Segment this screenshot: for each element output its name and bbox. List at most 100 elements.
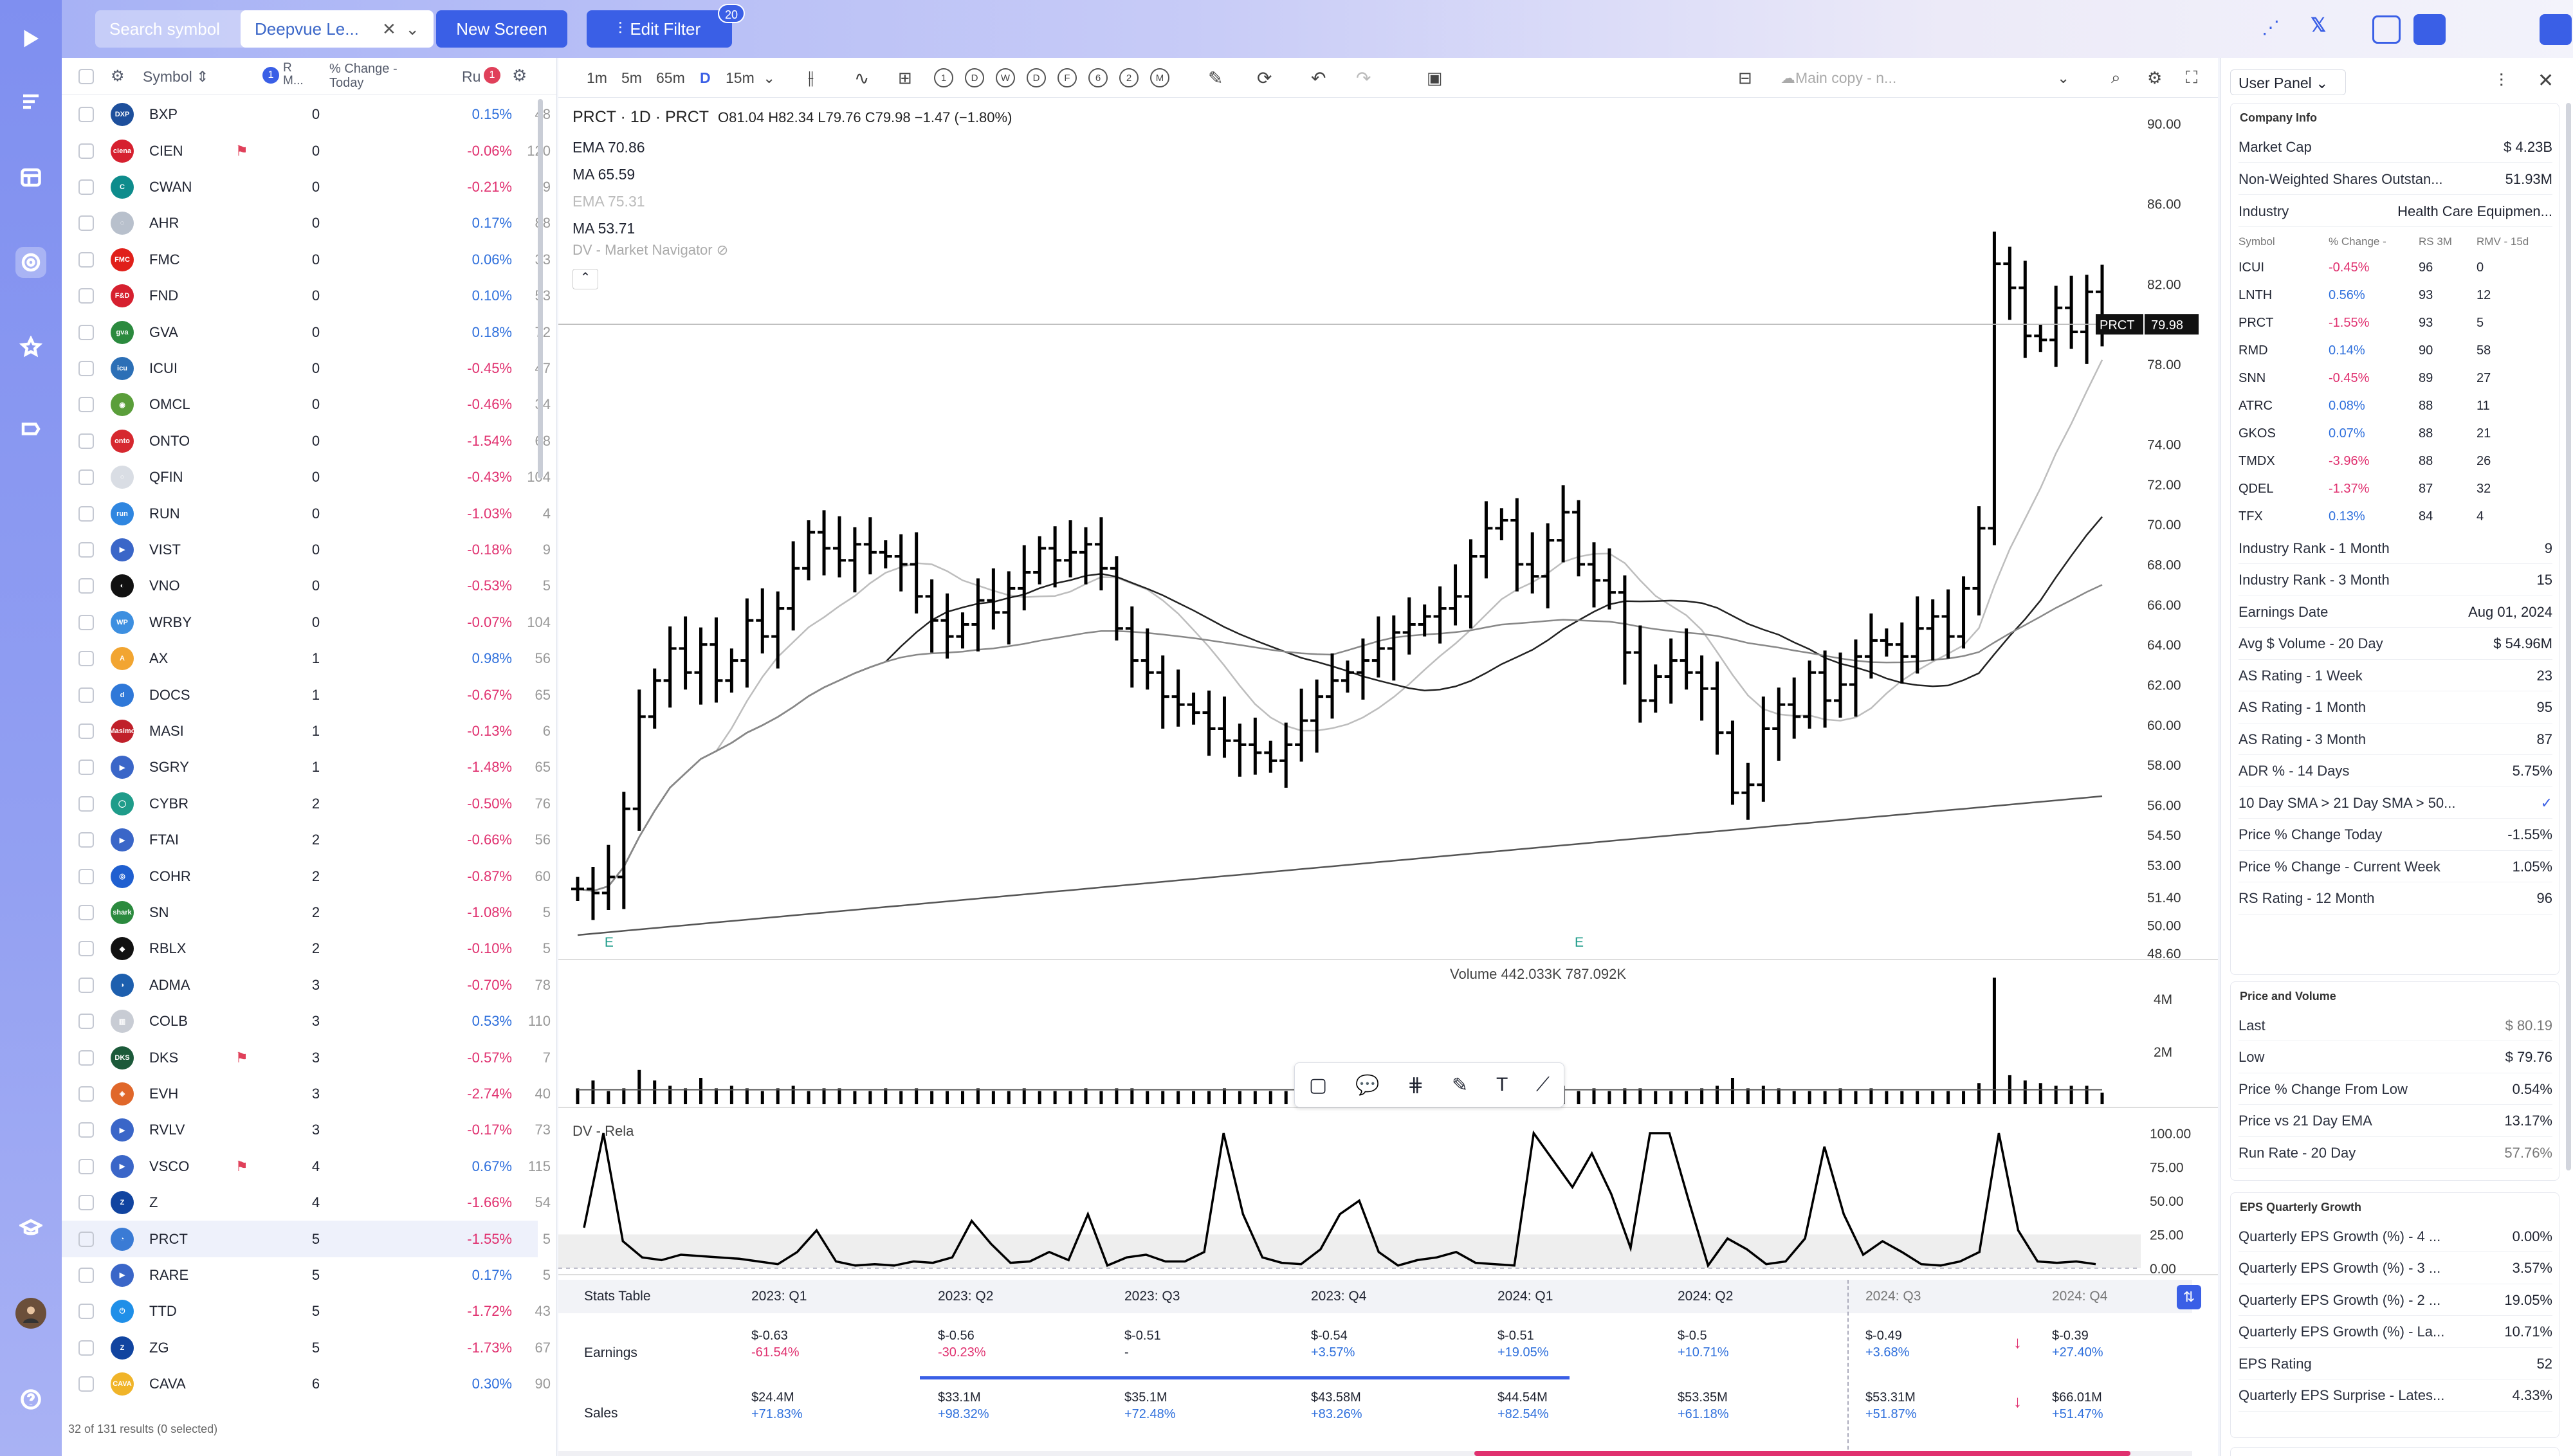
industry-row[interactable]: Industry Health Care Equipmen...	[2239, 196, 2552, 227]
peer-row[interactable]: ATRC 0.08% 88 11	[2239, 392, 2552, 419]
row-symbol[interactable]: WRBY	[149, 614, 192, 630]
search-input[interactable]: Search symbol	[95, 10, 259, 48]
indicator-ma[interactable]: MA 53.71	[572, 215, 645, 242]
row-checkbox[interactable]	[78, 1267, 94, 1283]
row-symbol[interactable]: ONTO	[149, 432, 190, 449]
row-checkbox[interactable]	[78, 215, 94, 232]
list-item[interactable]: ▶ VSCO ⚑ 4 0.67% 115	[62, 1149, 551, 1185]
interval-1m[interactable]: 1m	[587, 69, 607, 86]
text-tool-icon[interactable]: T	[1496, 1074, 1508, 1095]
list-item[interactable]: shark SN 2 -1.08% 5	[62, 895, 551, 931]
list-item[interactable]: Z Z 4 -1.66% 54	[62, 1185, 551, 1221]
row-symbol[interactable]: Z	[149, 1194, 158, 1211]
row-symbol[interactable]: SN	[149, 904, 169, 920]
row-symbol[interactable]: TTD	[149, 1303, 177, 1320]
bar-type-icon[interactable]: ⫲	[808, 67, 814, 87]
list-item[interactable]: ▶ RVLV 3 -0.17% 73	[62, 1112, 551, 1148]
row-checkbox[interactable]	[78, 1376, 94, 1392]
range-button[interactable]: 2	[1119, 68, 1139, 87]
list-item[interactable]: CAVA CAVA 6 0.30% 90	[62, 1366, 551, 1402]
layout-name-select[interactable]: ☁ Main copy - n...	[1781, 68, 1896, 87]
list-item[interactable]: ▶ FTAI 2 -0.66% 56	[62, 822, 551, 858]
close-panel-icon[interactable]: ✕	[2538, 70, 2554, 91]
indicator-ema[interactable]: EMA 75.31	[572, 188, 645, 215]
list-item[interactable]: run RUN 0 -1.03% 4	[62, 495, 551, 531]
new-screen-button[interactable]: New Screen	[436, 10, 567, 48]
select-all-checkbox[interactable]	[78, 69, 94, 84]
column-settings-icon[interactable]: ⚙	[512, 66, 527, 85]
panel-scrollbar[interactable]	[2566, 103, 2571, 1170]
row-checkbox[interactable]	[78, 977, 94, 993]
row-checkbox[interactable]	[78, 505, 94, 522]
row-checkbox[interactable]	[78, 541, 94, 558]
row-symbol[interactable]: ICUI	[149, 359, 178, 376]
row-checkbox[interactable]	[78, 1195, 94, 1211]
run-column-header[interactable]: Ru	[462, 68, 481, 85]
star-icon[interactable]	[15, 332, 46, 363]
undo-icon[interactable]: ↶	[1311, 68, 1326, 88]
list-item[interactable]: ◔ PRCT 5 -1.55% 5	[62, 1221, 551, 1257]
peer-row[interactable]: QDEL -1.37% 87 32	[2239, 475, 2552, 502]
row-symbol[interactable]: EVH	[149, 1085, 179, 1102]
row-symbol[interactable]: RVLV	[149, 1122, 185, 1138]
row-checkbox[interactable]	[78, 143, 94, 159]
row-checkbox[interactable]	[78, 614, 94, 630]
flag-icon[interactable]: ⚑	[235, 142, 248, 159]
row-symbol[interactable]: FMC	[149, 251, 180, 268]
zoom-icon[interactable]: ⌕	[2111, 68, 2121, 87]
peer-row[interactable]: TFX 0.13% 84 4	[2239, 503, 2552, 530]
row-checkbox[interactable]	[78, 723, 94, 739]
row-checkbox[interactable]	[78, 651, 94, 667]
peer-row[interactable]: LNTH 0.56% 93 12	[2239, 282, 2552, 309]
interval-15m[interactable]: 15m	[726, 69, 755, 86]
row-symbol[interactable]: RARE	[149, 1266, 189, 1283]
list-item[interactable]: ▥ COLB 3 0.53% 110	[62, 1003, 551, 1039]
list-item[interactable]: ◎ COHR 2 -0.87% 60	[62, 858, 551, 894]
settings-gear-icon[interactable]: ⚙	[111, 68, 125, 85]
row-checkbox[interactable]	[78, 868, 94, 884]
redo-icon[interactable]: ↷	[1356, 68, 1371, 88]
avatar[interactable]	[15, 1298, 46, 1329]
list-item[interactable]: A AX 1 0.98% 56	[62, 641, 551, 677]
peer-row[interactable]: GKOS 0.07% 88 21	[2239, 420, 2552, 447]
row-symbol[interactable]: VNO	[149, 578, 180, 594]
list-item[interactable]: C CWAN 0 -0.21% 9	[62, 169, 551, 205]
row-checkbox[interactable]	[78, 324, 94, 340]
collapse-legend-button[interactable]: ⌃	[572, 269, 598, 289]
close-icon[interactable]: ✕ ⌄	[381, 19, 419, 39]
row-symbol[interactable]: PRCT	[149, 1230, 188, 1247]
row-checkbox[interactable]	[78, 796, 94, 812]
row-symbol[interactable]: GVA	[149, 323, 178, 340]
logo-play-icon[interactable]	[15, 23, 46, 54]
list-item[interactable]: DKS DKS ⚑ 3 -0.57% 7	[62, 1039, 551, 1075]
rect-tool-icon[interactable]: ▢	[1308, 1074, 1328, 1096]
row-symbol[interactable]: CAVA	[149, 1376, 186, 1392]
row-checkbox[interactable]	[78, 1086, 94, 1102]
draw-pencil-icon[interactable]: ✎	[1208, 68, 1223, 88]
range-button[interactable]: 1	[934, 68, 953, 87]
row-symbol[interactable]: VSCO	[149, 1158, 190, 1174]
row-checkbox[interactable]	[78, 179, 94, 195]
edit-filter-button[interactable]: ⫶ Edit Filter	[587, 10, 732, 48]
list-item[interactable]: 4FOUR6-1.54%6	[62, 1402, 538, 1408]
row-symbol[interactable]: CWAN	[149, 178, 192, 195]
peer-row[interactable]: ICUI -0.45% 96 0	[2239, 254, 2552, 281]
row-checkbox[interactable]	[78, 433, 94, 449]
interval-dropdown-icon[interactable]: ⌄	[763, 69, 776, 86]
row-symbol[interactable]: DOCS	[149, 686, 190, 703]
x-social-icon[interactable]: 𝕏	[2311, 15, 2327, 36]
row-symbol[interactable]: CIEN	[149, 142, 183, 159]
stats-scroll-track[interactable]	[558, 1451, 2192, 1456]
list-item[interactable]: ▶ SGRY 1 -1.48% 65	[62, 749, 551, 785]
help-icon[interactable]	[15, 1384, 46, 1415]
layout-dropdown-icon[interactable]: ⌄	[2057, 69, 2070, 86]
calendar-icon[interactable]: ▣	[1427, 68, 1443, 87]
row-symbol[interactable]: FND	[149, 287, 179, 304]
compare-view-icon[interactable]	[2413, 14, 2446, 45]
row-symbol[interactable]: RUN	[149, 505, 180, 522]
indicator-ema[interactable]: EMA 70.86	[572, 134, 645, 161]
